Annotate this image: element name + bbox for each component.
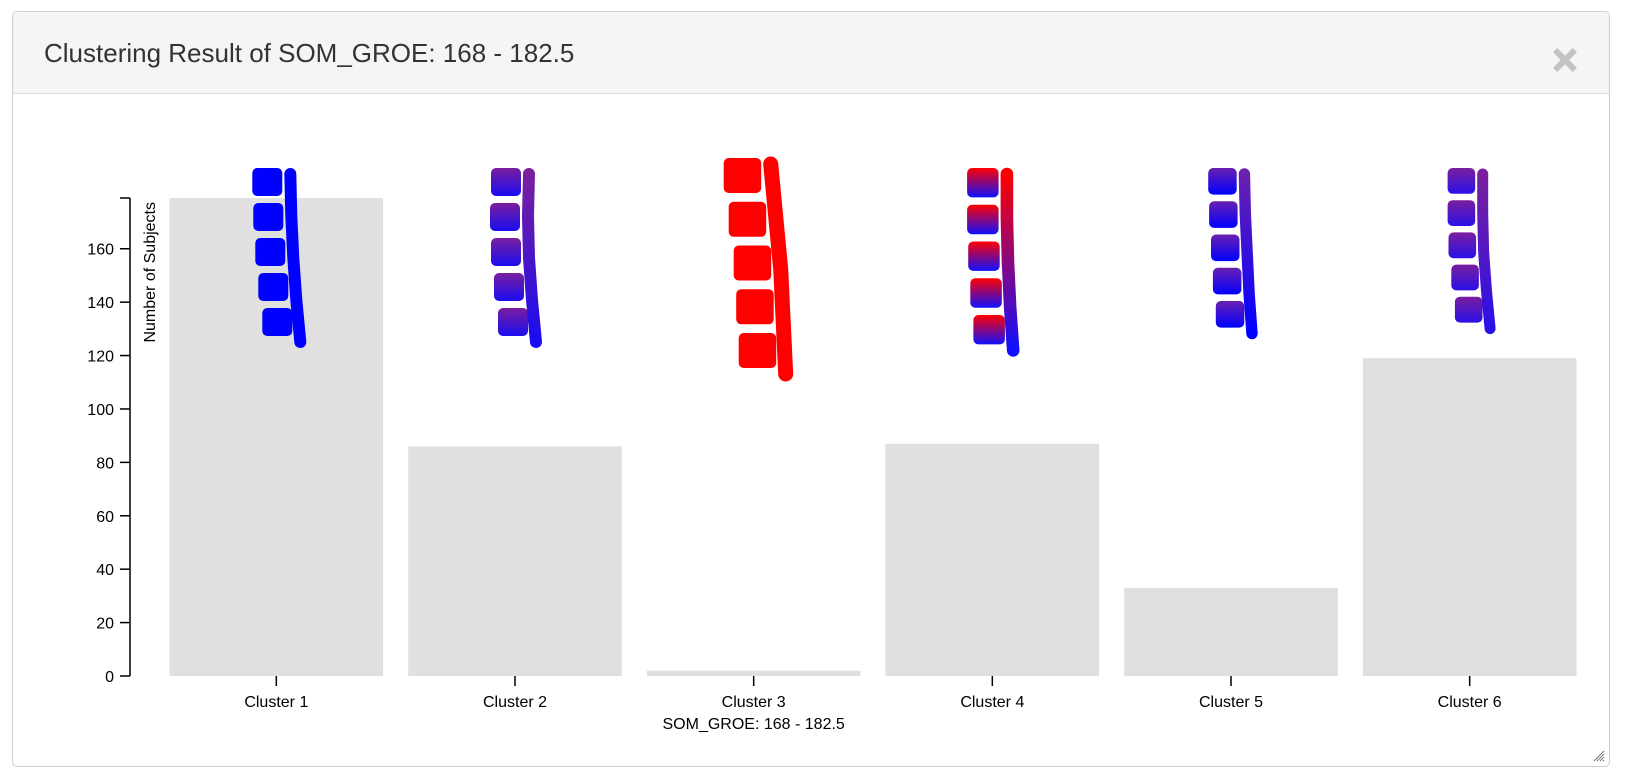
vertebra	[258, 273, 289, 301]
spine-glyphs	[252, 156, 1496, 382]
x-tick-label: Cluster 4	[960, 694, 1024, 711]
x-tick-label: Cluster 2	[483, 694, 547, 711]
x-tick-label: Cluster 3	[722, 694, 786, 711]
vertebra	[1448, 232, 1477, 259]
spine-column	[1238, 168, 1258, 340]
x-axis-label: SOM_GROE: 168 - 182.5	[663, 716, 845, 733]
vertebra	[738, 333, 777, 368]
vertebra	[252, 168, 283, 196]
spine-glyph	[967, 167, 1020, 357]
y-tick-label: 40	[96, 562, 114, 579]
y-axis-label: Number of Subjects	[142, 202, 159, 343]
x-axis: Cluster 1 Cluster 2 Cluster 3 Cluster 4 Clus…	[244, 676, 1502, 733]
spine-column	[522, 168, 542, 348]
spine-column	[763, 156, 794, 382]
vertebra	[1208, 168, 1237, 195]
bar	[646, 670, 861, 676]
bar	[1362, 358, 1577, 676]
vertebra	[970, 278, 1002, 308]
vertebra	[1211, 234, 1240, 262]
y-tick-label: 60	[96, 509, 114, 526]
bar	[885, 443, 1100, 676]
vertebra	[728, 201, 767, 237]
vertebra	[967, 168, 999, 198]
spine-column	[284, 168, 307, 348]
y-tick-label: 120	[87, 349, 114, 366]
vertebra	[967, 204, 999, 235]
y-tick-label: 140	[87, 295, 114, 312]
vertebra	[491, 168, 521, 196]
vertebra	[736, 289, 774, 325]
vertebra	[498, 308, 528, 336]
vertebra	[1215, 301, 1245, 328]
vertebra	[490, 203, 520, 231]
dialog-header: Clustering Result of SOM_GROE: 168 - 182…	[13, 12, 1609, 94]
resize-grip-icon[interactable]	[1591, 748, 1605, 762]
vertebra	[262, 308, 293, 336]
spine-glyph	[1447, 168, 1496, 335]
vertebra	[253, 203, 284, 231]
vertebra	[1451, 264, 1479, 291]
y-tick-label: 100	[87, 402, 114, 419]
vertebra	[255, 238, 286, 266]
spine-glyph	[1208, 168, 1258, 340]
bar-chart: 0 20 40 60 80 100 120 140 160 Number of Subjects C…	[87, 156, 1577, 733]
vertebra	[1454, 296, 1483, 323]
vertebra	[1447, 168, 1476, 194]
spine-column	[1477, 168, 1496, 335]
vertebra	[491, 238, 521, 266]
bar	[169, 198, 384, 676]
bar	[1124, 587, 1338, 676]
vertebra	[494, 273, 524, 301]
y-tick-label: 0	[105, 669, 114, 686]
y-tick-label: 20	[96, 616, 114, 633]
x-tick-label: Cluster 1	[244, 694, 308, 711]
spine-column	[1000, 167, 1020, 357]
spine-glyph	[490, 168, 542, 348]
dialog-title: Clustering Result of SOM_GROE: 168 - 182…	[44, 38, 575, 68]
x-tick-label: Cluster 5	[1199, 694, 1263, 711]
vertebra	[973, 315, 1005, 345]
y-axis: 0 20 40 60 80 100 120 140 160 Number of Subjects	[87, 197, 159, 686]
vertebra	[1447, 200, 1476, 226]
dialog-body: 0 20 40 60 80 100 120 140 160 Number of Subjects C…	[13, 94, 1609, 766]
spine-glyph	[723, 156, 794, 382]
vertebra	[733, 245, 772, 281]
bars	[169, 198, 1577, 676]
vertebra	[968, 241, 1000, 271]
bar	[408, 446, 622, 676]
vertebra	[1212, 267, 1242, 295]
vertebra	[723, 158, 762, 193]
spine-glyph	[252, 168, 307, 348]
cluster-dialog: Clustering Result of SOM_GROE: 168 - 182…	[12, 11, 1610, 767]
vertebra	[1209, 201, 1238, 228]
close-icon[interactable]	[1551, 46, 1579, 74]
y-tick-label: 80	[96, 455, 114, 472]
x-tick-label: Cluster 6	[1438, 694, 1502, 711]
y-tick-label: 160	[87, 242, 114, 259]
